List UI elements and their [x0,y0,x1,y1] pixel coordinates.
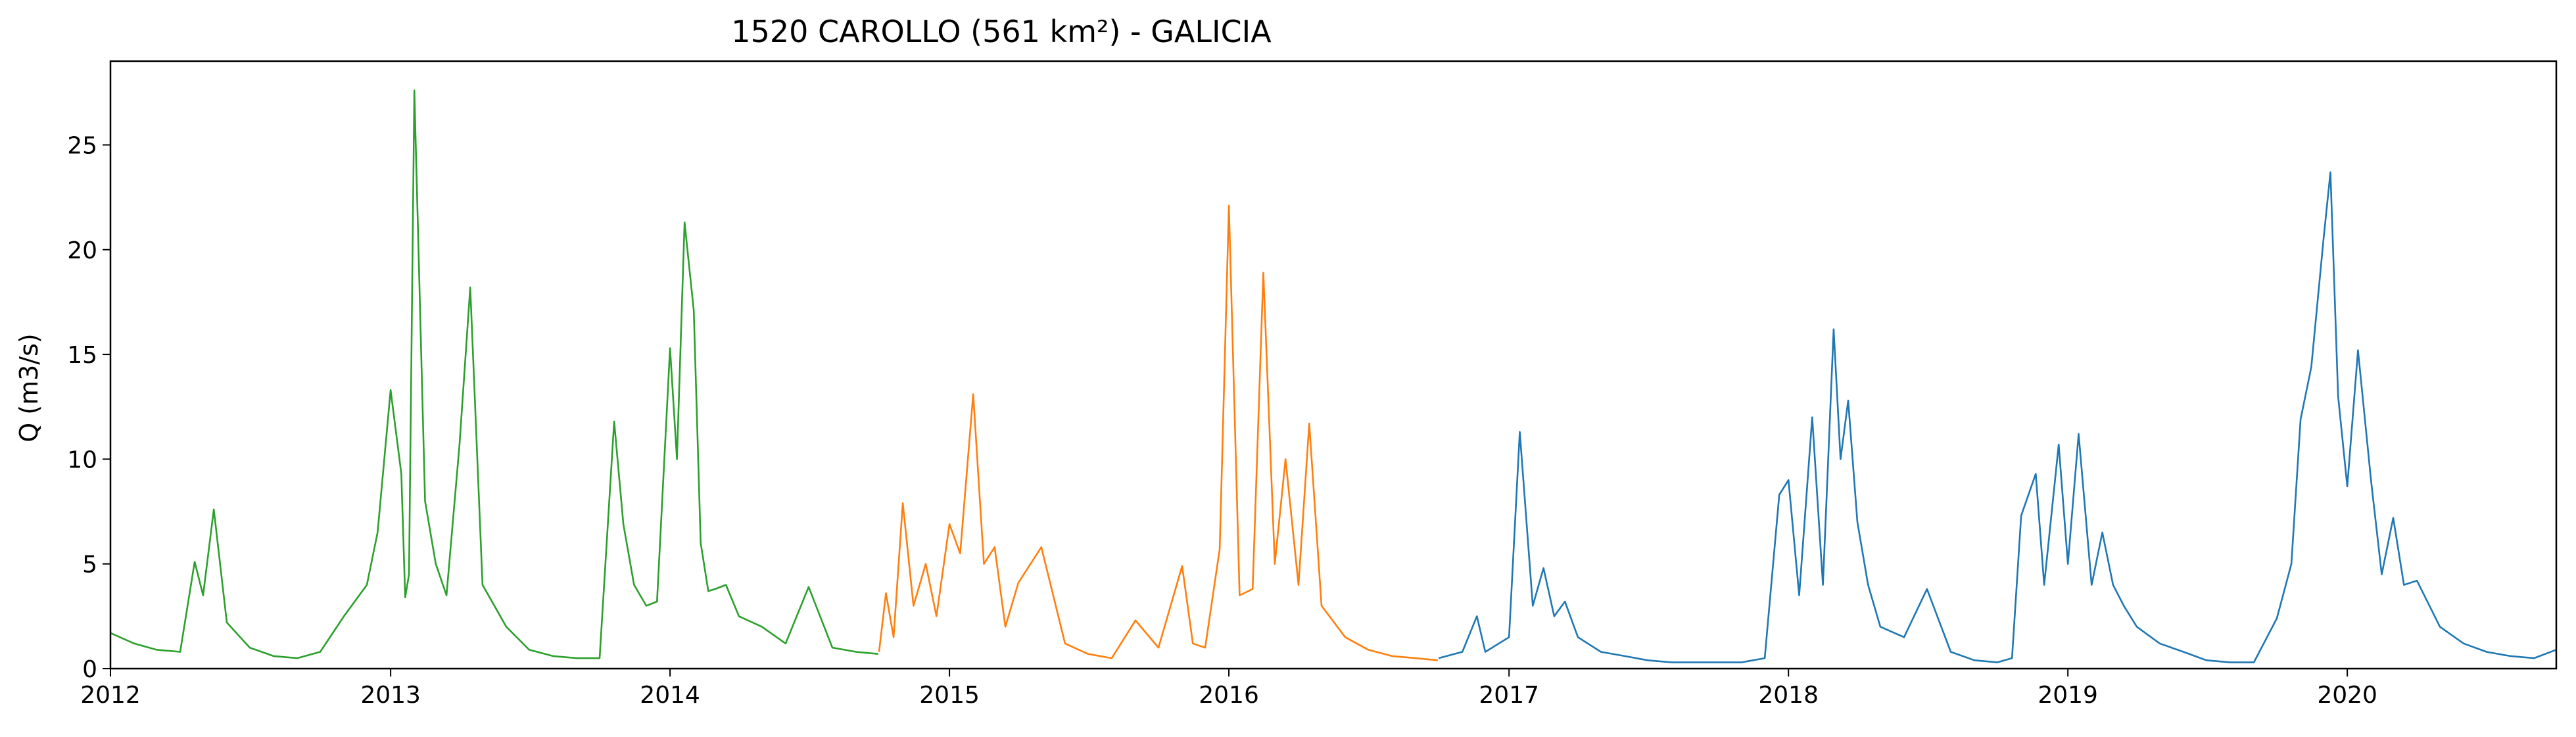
x-tick-label: 2020 [2317,682,2377,709]
x-tick-label: 2017 [1479,682,1539,709]
series-layer [110,89,2557,663]
ticks-layer: 2012 2013 2014 2015 2016 2017 2018 2019 20200510… [67,132,2377,709]
series-line-2 [878,204,1439,661]
y-axis-label: Q (m3/s) [14,333,43,442]
y-tick-label: 5 [82,552,97,579]
x-tick-label: 2016 [1199,682,1259,709]
y-tick-label: 15 [67,342,97,369]
chart-title: 1520 CAROLLO (561 km²) - GALICIA [731,14,1272,49]
x-tick-label: 2019 [2038,682,2098,709]
y-tick-label: 25 [67,132,97,159]
plot-frame [109,60,2558,670]
y-tick-label: 0 [82,656,97,683]
x-tick-label: 2013 [360,682,421,709]
x-tick-label: 2018 [1758,682,1819,709]
x-tick-label: 2012 [80,682,141,709]
x-tick-label: 2014 [640,682,700,709]
series-line-1 [110,89,878,659]
y-tick-label: 10 [67,446,97,473]
series-line-3 [1438,171,2557,663]
y-tick-label: 20 [67,237,97,264]
x-tick-label: 2015 [919,682,980,709]
